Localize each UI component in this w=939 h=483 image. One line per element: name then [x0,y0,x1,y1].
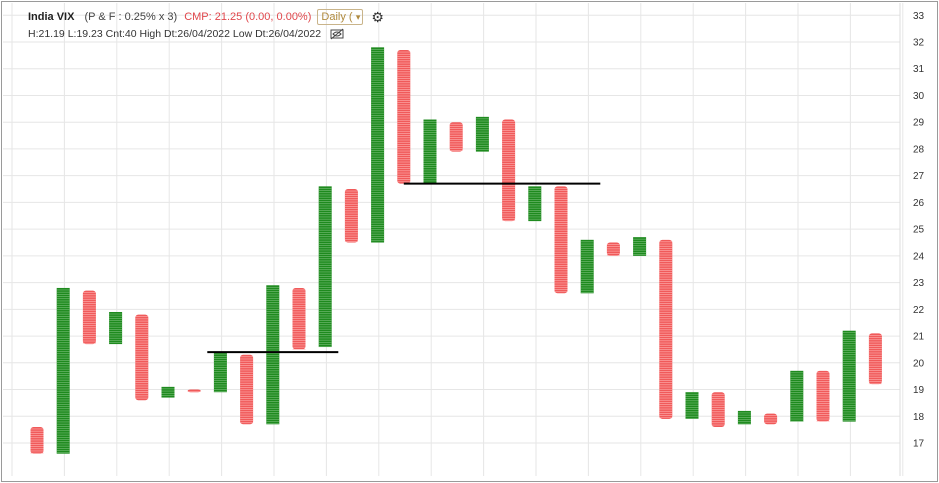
y-tick-label: 27 [913,171,925,182]
y-tick-label: 22 [913,305,925,316]
chart-stats: H:21.19 L:19.23 Cnt:40 High Dt:26/04/202… [28,28,322,40]
chart-grid [3,3,904,476]
pnf-column-o [659,239,673,419]
y-axis-labels: 17 18 19 20 21 22 23 24 25 26 27 28 29 30 31 32 33 [913,11,925,450]
pnf-column-x [423,119,437,184]
pnf-column-o [816,370,830,422]
pnf-columns [30,47,882,454]
y-tick-label: 32 [913,38,925,49]
pnf-column-o [606,242,620,256]
y-tick-label: 20 [913,358,925,369]
chart-params: (P & F : 0.25% x 3) [84,11,178,23]
pnf-column-o [292,287,306,350]
y-tick-label: 29 [913,118,925,129]
y-tick-label: 31 [913,64,925,75]
pnf-column-o [240,354,254,425]
pnf-column-x [685,392,699,419]
current-price: CMP: 21.25 (0.00, 0.00%) [184,11,312,23]
pnf-column-x [790,370,804,422]
pnf-column-o [82,290,96,345]
pnf-column-x [580,239,594,294]
trendlines [207,182,601,354]
interval-select[interactable]: Daily (▾ [317,9,364,25]
pnf-column-x [161,386,175,398]
pnf-column-o [764,413,778,425]
pnf-column-x [737,410,751,425]
gear-icon[interactable]: ⚙ [371,9,384,25]
chart-title: India VIX [28,11,75,23]
pnf-column-o [30,426,44,454]
pnf-column-o [344,189,358,243]
pnf-column-o [135,314,149,401]
pnf-column-x [371,47,385,243]
y-tick-label: 24 [913,251,925,262]
pnf-column-x [475,116,489,152]
y-tick-label: 33 [913,11,925,22]
pnf-column-o [449,122,463,152]
y-tick-label: 23 [913,278,925,289]
y-tick-label: 30 [913,91,925,102]
pnf-column-x [318,186,332,348]
pnf-column-o [187,389,201,393]
y-tick-label: 25 [913,225,925,236]
pnf-column-x [56,287,70,454]
pnf-column-x [213,352,227,393]
pnf-column-o [868,333,882,385]
pnf-column-x [528,186,542,222]
chevron-down-icon: ▾ [355,12,361,22]
y-tick-label: 18 [913,412,925,423]
pnf-column-x [109,312,123,345]
interval-select-value: Daily ( [321,11,353,23]
y-tick-label: 21 [913,332,925,343]
pnf-column-o [397,50,411,184]
pnf-column-o [502,119,516,222]
y-tick-label: 17 [913,439,925,450]
y-tick-label: 28 [913,144,925,155]
pnf-column-x [633,237,647,256]
pnf-column-o [554,186,568,294]
pnf-column-o [711,392,725,427]
y-tick-label: 19 [913,385,925,396]
pnf-column-x [842,330,856,422]
y-tick-label: 26 [913,198,925,209]
pnf-column-x [266,285,280,425]
eye-off-icon[interactable] [330,28,344,40]
